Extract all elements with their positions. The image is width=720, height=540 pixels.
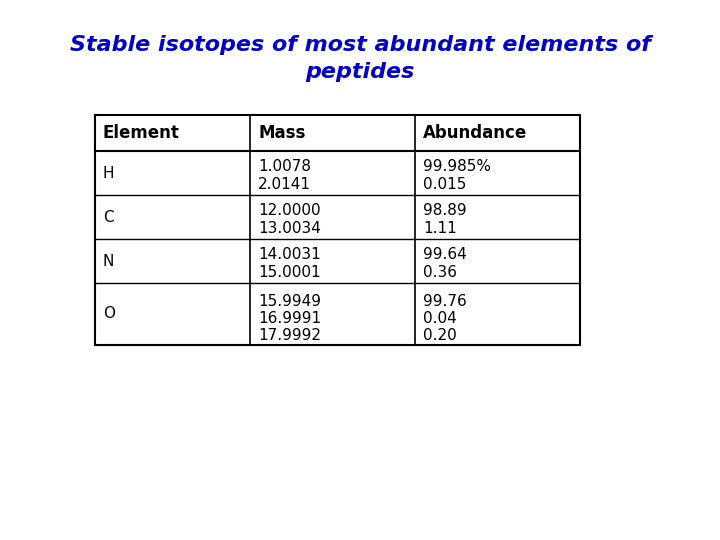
Text: H: H [103,165,114,180]
Text: 2.0141: 2.0141 [258,177,311,192]
Text: Mass: Mass [258,124,305,142]
Text: 12.0000: 12.0000 [258,203,320,218]
Text: Element: Element [103,124,180,142]
Text: C: C [103,210,114,225]
Text: 98.89: 98.89 [423,203,467,218]
Text: 0.015: 0.015 [423,177,467,192]
Text: peptides: peptides [305,62,415,82]
Text: 99.76: 99.76 [423,294,467,309]
Text: 14.0031: 14.0031 [258,247,320,262]
Text: 99.64: 99.64 [423,247,467,262]
Text: 0.04: 0.04 [423,311,456,326]
Text: 13.0034: 13.0034 [258,221,321,236]
Text: Stable isotopes of most abundant elements of: Stable isotopes of most abundant element… [70,35,650,55]
Text: 0.20: 0.20 [423,328,456,343]
Text: 1.11: 1.11 [423,221,456,236]
Text: 99.985%: 99.985% [423,159,491,174]
Text: 15.0001: 15.0001 [258,265,320,280]
Text: 17.9992: 17.9992 [258,328,321,343]
Text: 0.36: 0.36 [423,265,457,280]
Text: 15.9949: 15.9949 [258,294,321,309]
Text: O: O [103,307,115,321]
Text: 16.9991: 16.9991 [258,311,321,326]
Text: 1.0078: 1.0078 [258,159,311,174]
Text: Abundance: Abundance [423,124,527,142]
Text: N: N [103,253,114,268]
